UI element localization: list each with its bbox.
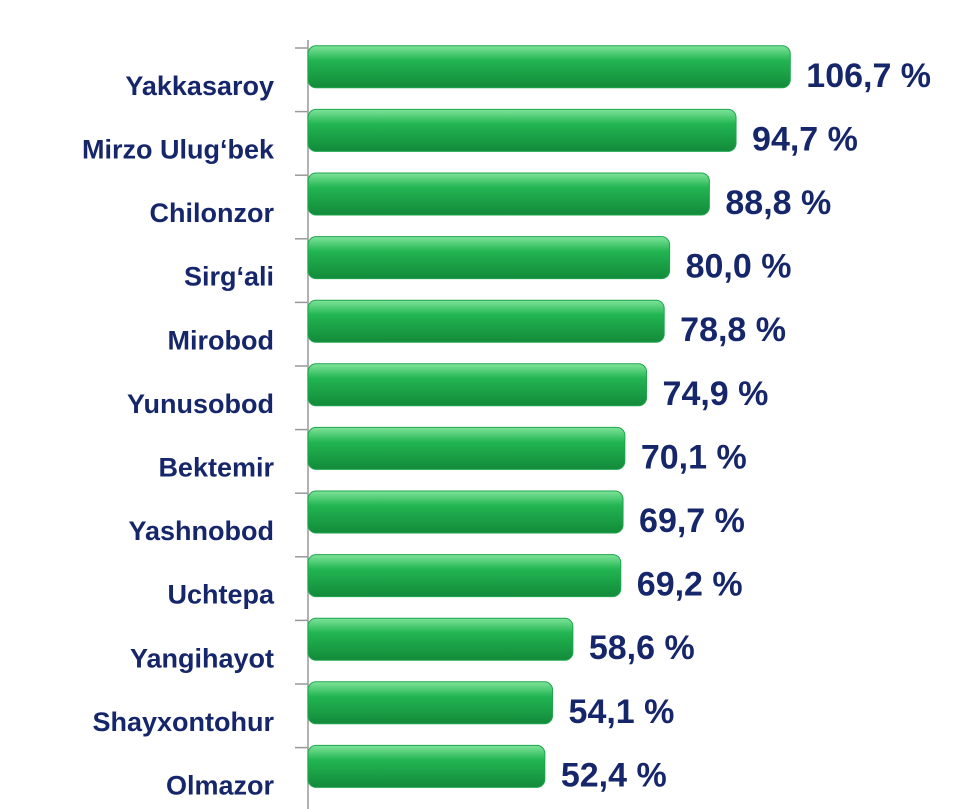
bar: [307, 554, 622, 598]
value-label: 94,7 %: [752, 120, 858, 158]
value-label: 54,1 %: [569, 693, 675, 731]
category-label: Yunusobod: [127, 389, 274, 419]
value-label: 78,8 %: [680, 311, 786, 349]
value-label: 74,9 %: [663, 375, 769, 413]
category-label: Yakkasaroy: [125, 71, 274, 101]
bar: [307, 45, 791, 89]
bar: [307, 617, 574, 661]
category-label: Olmazor: [166, 771, 275, 801]
category-label: Uchtepa: [167, 580, 275, 610]
bar: [307, 363, 648, 407]
category-label: Mirzo Ulug‘bek: [82, 135, 275, 165]
bar: [307, 744, 546, 788]
bar: [307, 172, 710, 216]
value-label: 52,4 %: [561, 756, 667, 794]
value-label: 70,1 %: [641, 438, 747, 476]
value-label: 58,6 %: [589, 629, 695, 667]
bar: [307, 681, 554, 725]
value-label: 106,7 %: [806, 57, 931, 95]
bar: [307, 108, 737, 152]
category-label: Bektemir: [158, 453, 274, 483]
category-label: Sirg‘ali: [184, 262, 274, 292]
bar: [307, 236, 671, 280]
value-label: 80,0 %: [686, 248, 792, 286]
bar: [307, 299, 665, 343]
bar: [307, 490, 624, 534]
category-label: Shayxontohur: [92, 707, 274, 737]
category-label: Chilonzor: [150, 198, 275, 228]
category-label: Mirobod: [168, 325, 274, 355]
category-label: Yangihayot: [130, 643, 274, 673]
bar: [307, 426, 626, 470]
value-label: 69,2 %: [637, 566, 743, 604]
value-label: 69,7 %: [639, 502, 745, 540]
value-label: 88,8 %: [725, 184, 831, 222]
category-label: Yashnobod: [128, 516, 274, 546]
